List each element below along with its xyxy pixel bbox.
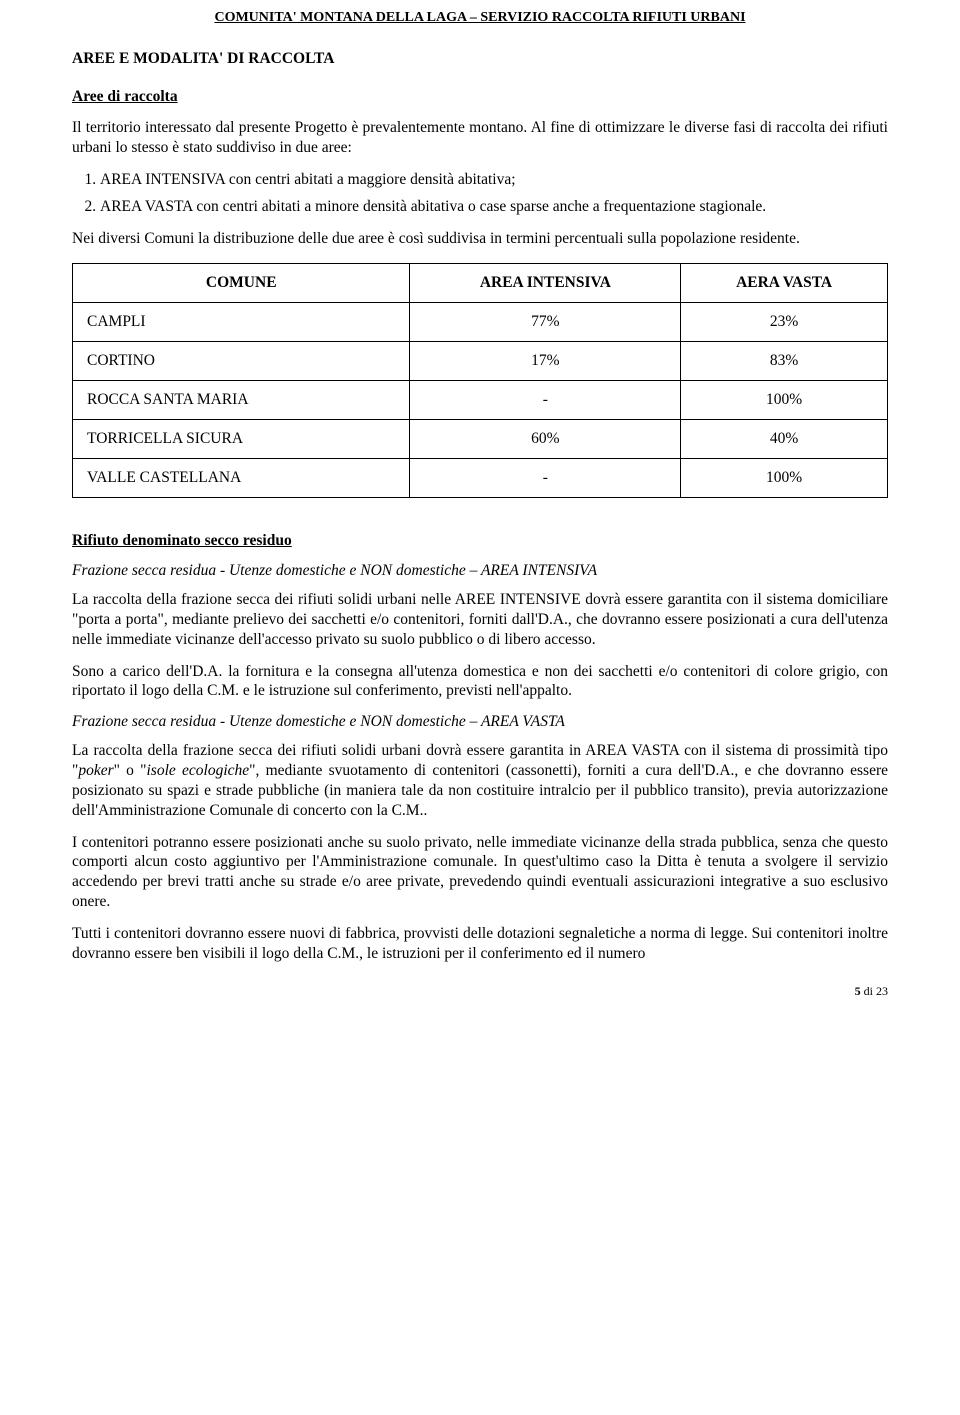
italic-subheading: Frazione secca residua - Utenze domestic… xyxy=(72,713,888,731)
page-number-total: 23 xyxy=(876,984,888,998)
cell-intensiva: - xyxy=(410,381,681,420)
cell-vasta: 40% xyxy=(681,420,888,459)
section-title: AREE E MODALITA' DI RACCOLTA xyxy=(72,50,888,68)
cell-comune: ROCCA SANTA MARIA xyxy=(73,381,410,420)
document-page: COMUNITA' MONTANA DELLA LAGA – SERVIZIO … xyxy=(0,0,960,1039)
table-header-comune: COMUNE xyxy=(73,264,410,303)
text-fragment: o xyxy=(120,762,140,779)
paragraph: Sono a carico dell'D.A. la fornitura e l… xyxy=(72,662,888,702)
list-item: AREA INTENSIVA con centri abitati a magg… xyxy=(100,170,888,190)
cell-vasta: 83% xyxy=(681,342,888,381)
page-number-sep: di xyxy=(861,984,876,998)
table-header-row: COMUNE AREA INTENSIVA AERA VASTA xyxy=(73,264,888,303)
cell-vasta: 23% xyxy=(681,303,888,342)
table-header-vasta: AERA VASTA xyxy=(681,264,888,303)
subsection-secco-title: Rifiuto denominato secco residuo xyxy=(72,532,888,550)
cell-vasta: 100% xyxy=(681,459,888,498)
paragraph: Il territorio interessato dal presente P… xyxy=(72,118,888,158)
table-row: VALLE CASTELLANA - 100% xyxy=(73,459,888,498)
cell-vasta: 100% xyxy=(681,381,888,420)
table-header-intensiva: AREA INTENSIVA xyxy=(410,264,681,303)
cell-intensiva: 17% xyxy=(410,342,681,381)
list-item: AREA VASTA con centri abitati a minore d… xyxy=(100,197,888,217)
page-footer: 5 di 23 xyxy=(72,984,888,999)
cell-comune: TORRICELLA SICURA xyxy=(73,420,410,459)
paragraph: I contenitori potranno essere posizionat… xyxy=(72,833,888,912)
cell-comune: VALLE CASTELLANA xyxy=(73,459,410,498)
area-list: AREA INTENSIVA con centri abitati a magg… xyxy=(72,170,888,218)
italic-term: poker xyxy=(78,762,113,779)
paragraph: La raccolta della frazione secca dei rif… xyxy=(72,741,888,820)
document-header: COMUNITA' MONTANA DELLA LAGA – SERVIZIO … xyxy=(72,0,888,50)
italic-subheading: Frazione secca residua - Utenze domestic… xyxy=(72,562,888,580)
table-row: CORTINO 17% 83% xyxy=(73,342,888,381)
distribution-table: COMUNE AREA INTENSIVA AERA VASTA CAMPLI … xyxy=(72,263,888,498)
paragraph: Nei diversi Comuni la distribuzione dell… xyxy=(72,229,888,249)
cell-comune: CORTINO xyxy=(73,342,410,381)
text-fragment: La raccolta della frazione secca dei rif… xyxy=(72,742,888,759)
subsection-aree-title: Aree di raccolta xyxy=(72,88,888,106)
table-row: ROCCA SANTA MARIA - 100% xyxy=(73,381,888,420)
cell-intensiva: - xyxy=(410,459,681,498)
cell-intensiva: 60% xyxy=(410,420,681,459)
cell-intensiva: 77% xyxy=(410,303,681,342)
table-row: TORRICELLA SICURA 60% 40% xyxy=(73,420,888,459)
paragraph: Tutti i contenitori dovranno essere nuov… xyxy=(72,924,888,964)
cell-comune: CAMPLI xyxy=(73,303,410,342)
table-row: CAMPLI 77% 23% xyxy=(73,303,888,342)
paragraph: La raccolta della frazione secca dei rif… xyxy=(72,590,888,649)
italic-term: isole ecologiche xyxy=(147,762,250,779)
